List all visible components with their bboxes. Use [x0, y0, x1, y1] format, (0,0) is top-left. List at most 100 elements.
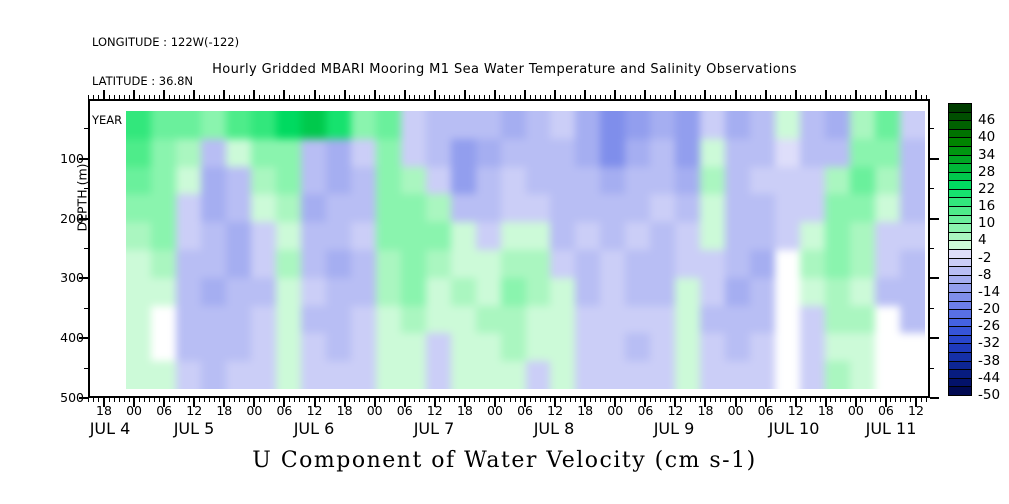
x-minor-tick [514, 95, 516, 99]
x-minor-tick [740, 95, 742, 99]
x-hour-label: 12 [306, 403, 323, 418]
x-minor-tick [564, 95, 566, 99]
x-major-tick [223, 90, 226, 99]
heatmap-cell [725, 333, 751, 362]
heatmap-cell [750, 222, 776, 251]
heatmap-cell [850, 277, 876, 307]
x-major-tick [493, 398, 496, 407]
x-minor-tick [359, 95, 361, 99]
heatmap-canvas [126, 111, 925, 389]
x-major-tick [674, 398, 677, 407]
heatmap-cell [225, 222, 252, 251]
y-minor-tick [84, 128, 88, 130]
x-major-tick [403, 398, 406, 407]
x-minor-tick [354, 398, 356, 402]
y-minor-tick [84, 367, 88, 369]
x-minor-tick [339, 398, 341, 402]
x-minor-tick [228, 398, 230, 402]
x-minor-tick [118, 398, 120, 402]
heatmap-cell [500, 194, 526, 223]
colorbar-tick-label: -14 [978, 283, 1001, 300]
y-major-tick [79, 157, 88, 160]
heatmap-cell [675, 277, 701, 307]
heatmap-cell [400, 222, 427, 251]
colorbar-tick-label: -2 [978, 249, 992, 266]
x-minor-tick [188, 398, 190, 402]
x-minor-tick [213, 398, 215, 402]
x-minor-tick [93, 398, 95, 402]
x-major-tick [253, 398, 256, 407]
heatmap-cell [325, 111, 352, 140]
x-minor-tick [745, 398, 747, 402]
x-minor-tick [845, 95, 847, 99]
x-minor-tick [379, 95, 381, 99]
x-minor-tick [604, 398, 606, 402]
heatmap-cell [700, 222, 726, 251]
heatmap-cell [550, 111, 576, 140]
x-minor-tick [258, 95, 260, 99]
heatmap-cell [575, 166, 601, 195]
heatmap-cell [475, 361, 502, 389]
heatmap-cell [150, 222, 177, 251]
x-minor-tick [288, 95, 290, 99]
x-minor-tick [654, 398, 656, 402]
y-major-tick [930, 277, 939, 280]
heatmap-cell [150, 194, 177, 223]
heatmap-cell [400, 250, 427, 279]
x-minor-tick [449, 95, 451, 99]
heatmap-cell [150, 111, 177, 140]
x-minor-tick [659, 398, 661, 402]
x-minor-tick [519, 398, 521, 402]
x-hour-label: 00 [727, 403, 744, 418]
heatmap-cell [375, 138, 402, 168]
heatmap-cell [126, 305, 152, 334]
heatmap-cell [500, 111, 526, 140]
heatmap-cell [575, 361, 601, 389]
heatmap-cell [475, 194, 502, 223]
x-minor-tick [183, 95, 185, 99]
x-hour-label: 18 [697, 403, 714, 418]
x-minor-tick [88, 95, 90, 99]
heatmap-cell [450, 305, 477, 334]
x-minor-tick [288, 398, 290, 402]
heatmap-cell [725, 277, 751, 307]
heatmap-cell [650, 111, 676, 140]
heatmap-cell [775, 250, 801, 279]
heatmap-cell [275, 250, 302, 279]
heatmap-cell [800, 277, 826, 307]
x-minor-tick [559, 398, 561, 402]
heatmap-cell [550, 333, 576, 362]
x-major-tick [764, 90, 767, 99]
x-minor-tick [414, 398, 416, 402]
heatmap-cell [675, 361, 701, 389]
heatmap-cell [825, 111, 851, 140]
x-minor-tick [509, 398, 511, 402]
x-minor-tick [755, 398, 757, 402]
heatmap-cell [775, 166, 801, 195]
x-minor-tick [188, 95, 190, 99]
heatmap-cell [300, 166, 327, 195]
x-minor-tick [694, 398, 696, 402]
x-minor-tick [459, 398, 461, 402]
heatmap-cell [900, 222, 925, 251]
heatmap-cell [600, 194, 626, 223]
heatmap-cell [425, 138, 452, 168]
x-hour-label: 18 [216, 403, 233, 418]
heatmap-cell [625, 277, 651, 307]
x-major-tick [915, 90, 917, 99]
heatmap-cell [150, 277, 177, 307]
heatmap-cell [675, 333, 701, 362]
heatmap-cell [525, 222, 551, 251]
heatmap-cell [375, 361, 402, 389]
x-hour-label: 00 [487, 403, 503, 418]
heatmap-cell [400, 166, 427, 195]
y-minor-tick [84, 307, 88, 309]
colorbar-tick-label: -44 [978, 369, 1001, 386]
y-minor-tick [930, 367, 934, 369]
heatmap-cell [800, 194, 826, 223]
x-minor-tick [649, 95, 651, 99]
x-minor-tick [349, 398, 351, 402]
x-minor-tick [895, 398, 897, 402]
x-minor-tick [198, 95, 200, 99]
heatmap-cell [500, 305, 526, 334]
